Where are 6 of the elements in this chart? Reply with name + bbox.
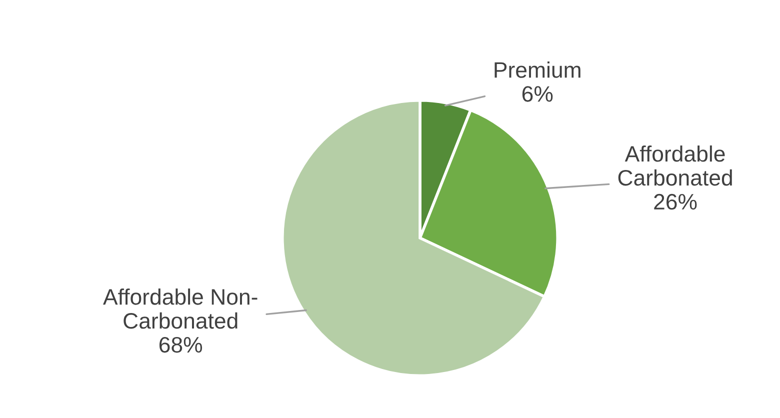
slice-label: Affordable Non- Carbonated: [103, 288, 258, 329]
data-label: 68%: [159, 336, 202, 353]
data-label: 6%: [522, 86, 553, 102]
slice-label: Premium: [494, 62, 580, 78]
data-label: 26%: [654, 194, 697, 210]
slice-label: Affordable Carbonated: [618, 145, 732, 186]
